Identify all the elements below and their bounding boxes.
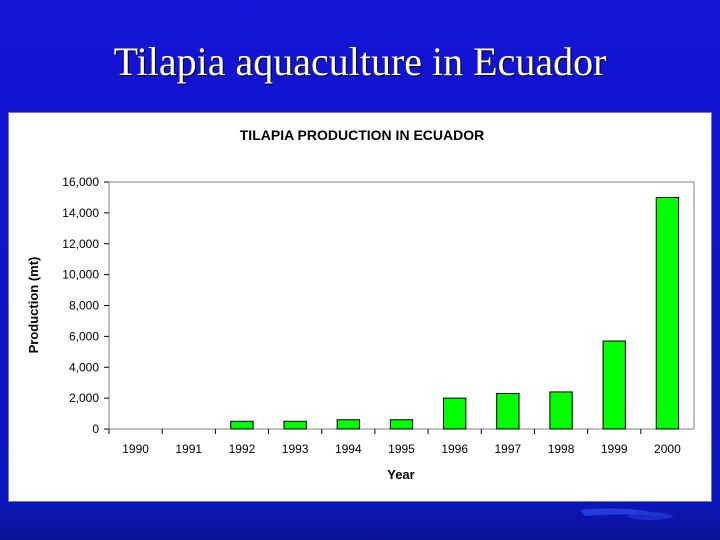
slide-title: Tilapia aquaculture in Ecuador	[113, 39, 607, 84]
x-tick-label: 1997	[495, 442, 522, 456]
bar-1993	[283, 420, 307, 430]
bar-1994	[336, 419, 360, 430]
y-tick-label: 2,000	[69, 391, 99, 405]
x-axis-title: Year	[387, 467, 414, 482]
y-axis-title: Production (mt)	[26, 257, 41, 354]
x-tick-label: 1992	[229, 442, 256, 456]
y-tick-label: 0	[92, 422, 99, 436]
y-tick-label: 8,000	[69, 299, 99, 313]
y-tick-label: 4,000	[69, 360, 99, 374]
bar-2000	[655, 196, 680, 430]
x-tick-label: 1999	[601, 442, 628, 456]
bar-1995	[389, 419, 414, 430]
x-tick-label: 2000	[654, 442, 681, 456]
x-tick-label: 1994	[335, 442, 362, 456]
y-tick-label: 6,000	[69, 329, 99, 343]
y-tick-label: 12,000	[62, 237, 99, 251]
plot-area: 0 2,000 4,000 6,000 8,000 10,000 12,000 14,000 1…	[62, 175, 695, 456]
bar-1992	[230, 420, 254, 430]
bar-1996	[443, 397, 467, 430]
x-tick-label: 1998	[548, 442, 575, 456]
chart-panel: TILAPIA PRODUCTION IN ECUADOR 0 2,000 4,00…	[8, 112, 712, 502]
x-tick-label: 1993	[282, 442, 309, 456]
bar-chart: TILAPIA PRODUCTION IN ECUADOR 0 2,000 4,00…	[26, 127, 695, 482]
x-tick-label: 1990	[122, 442, 149, 456]
chart-title: TILAPIA PRODUCTION IN ECUADOR	[240, 127, 484, 143]
bar-1997	[496, 392, 520, 430]
y-tick-label: 14,000	[62, 206, 99, 220]
y-tick-label: 16,000	[62, 175, 99, 189]
x-tick-label: 1991	[175, 442, 202, 456]
y-tick-label: 10,000	[62, 268, 99, 282]
x-tick-label: 1996	[441, 442, 468, 456]
bar-1998	[549, 391, 573, 430]
swoosh-decoration	[580, 508, 675, 520]
bar-1999	[602, 340, 626, 430]
x-tick-label: 1995	[388, 442, 415, 456]
